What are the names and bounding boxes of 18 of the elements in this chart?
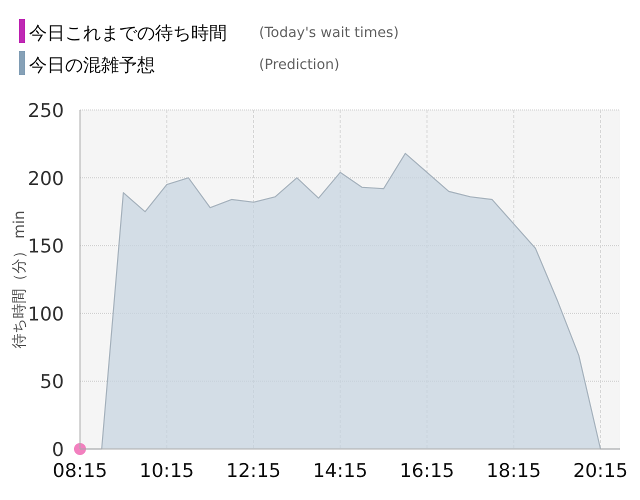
y-tick-label: 100 <box>28 303 64 326</box>
legend-label: 今日の混雑予想 <box>29 55 155 76</box>
x-tick-label: 20:15 <box>573 460 628 482</box>
x-tick-label: 18:15 <box>486 460 542 482</box>
x-tick-label: 08:15 <box>52 460 108 482</box>
y-tick-label: 0 <box>52 439 64 461</box>
legend-label: 今日これまでの待ち時間 <box>29 23 227 44</box>
x-tick-label: 16:15 <box>400 460 454 482</box>
text: (Today's wait times) <box>259 25 399 41</box>
x-tick-label: 10:15 <box>139 460 194 482</box>
x-tick-label: 14:15 <box>312 460 368 482</box>
y-tick-label: 200 <box>28 168 64 190</box>
x-tick-label: 12:15 <box>226 460 281 482</box>
y-tick-label: 150 <box>28 236 64 258</box>
y-tick-label: 250 <box>28 100 64 122</box>
text: (Prediction) <box>259 57 340 73</box>
y-tick-label: 50 <box>40 371 64 394</box>
y-axis-title: 待ち時間（分） min <box>10 210 28 349</box>
